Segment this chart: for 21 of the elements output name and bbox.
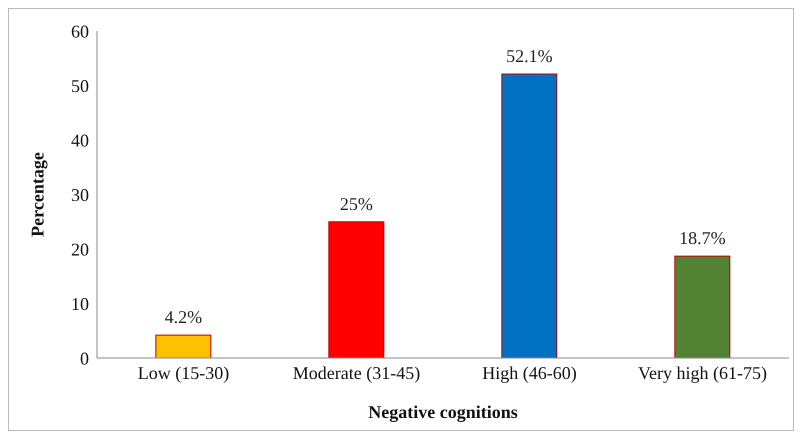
data-label: 25% — [340, 194, 373, 214]
y-tick-label: 50 — [71, 76, 89, 96]
x-axis-title: Negative cognitions — [368, 402, 518, 422]
y-tick-label: 0 — [80, 348, 89, 368]
bar — [674, 256, 730, 358]
data-label: 52.1% — [506, 46, 553, 66]
data-label: 4.2% — [164, 307, 202, 328]
x-tick-label: Moderate (31-45) — [292, 362, 420, 383]
y-tick-label: 30 — [71, 184, 89, 205]
y-tick-label: 20 — [71, 239, 89, 260]
y-axis-title: Percentage — [27, 152, 48, 237]
x-tick-label: High (46-60) — [482, 362, 577, 383]
bar — [155, 334, 212, 358]
data-label: 18.7% — [679, 228, 726, 248]
y-tick-label: 10 — [71, 294, 89, 314]
y-tick-label: 60 — [71, 21, 89, 42]
x-tick-label: Very high (61-75) — [638, 362, 767, 383]
x-tick-label: Low (15-30) — [138, 362, 230, 383]
bar — [501, 74, 558, 358]
bar — [328, 221, 384, 358]
y-tick-label: 40 — [71, 130, 89, 150]
